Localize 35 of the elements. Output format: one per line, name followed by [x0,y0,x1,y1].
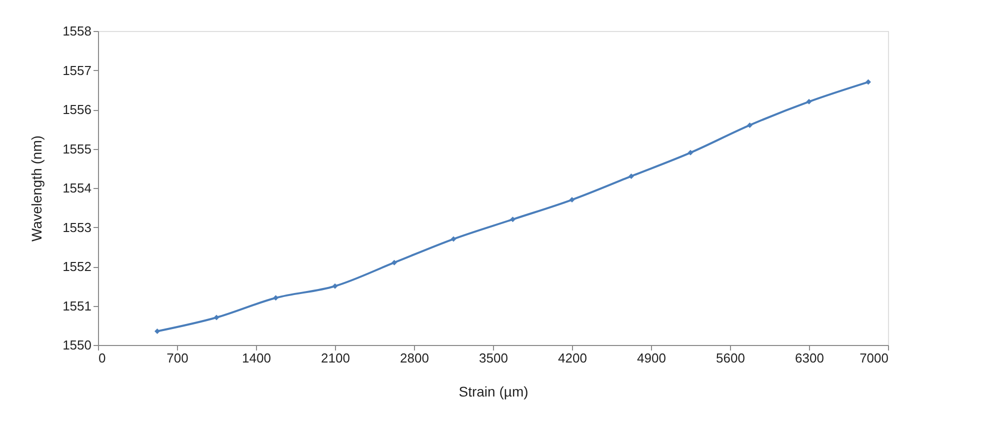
y-tick-label: 1551 [62,298,92,314]
x-tick-label: 2100 [321,350,350,366]
x-axis-title: Strain (µm) [458,384,528,400]
y-tick-label: 1556 [62,102,92,117]
point [628,173,634,179]
x-tick-label: 4200 [558,350,587,366]
x-tick-label: 2800 [400,350,429,366]
y-tick-label: 1550 [62,338,92,352]
y-tick-label: 1552 [62,259,92,274]
point [688,150,694,156]
x-tick-label: 5600 [716,350,745,366]
point [332,283,338,289]
point [806,98,812,104]
x-tick-label: 7000 [860,350,888,366]
point [510,216,516,222]
point [273,295,278,301]
x-tick-label: 700 [166,350,188,366]
point [569,197,575,203]
x-tick-label: 0 [98,350,106,366]
point [214,314,220,320]
point [154,328,160,334]
point [747,122,752,128]
point [450,236,456,242]
point [392,260,397,266]
y-tick-label: 1554 [62,180,92,196]
x-tick-label: 6300 [795,350,824,366]
x-tick-label: 1400 [242,350,271,366]
x-tick-label: 4900 [637,350,666,366]
y-tick-label: 1555 [62,141,92,156]
y-tick-label: 1557 [62,62,92,78]
y-axis-title: Wavelength (nm) [28,135,45,242]
y-tick-label: 1553 [62,220,92,235]
x-tick-label: 3500 [479,350,508,366]
y-tick-label: 1558 [62,24,92,38]
point [866,79,871,85]
